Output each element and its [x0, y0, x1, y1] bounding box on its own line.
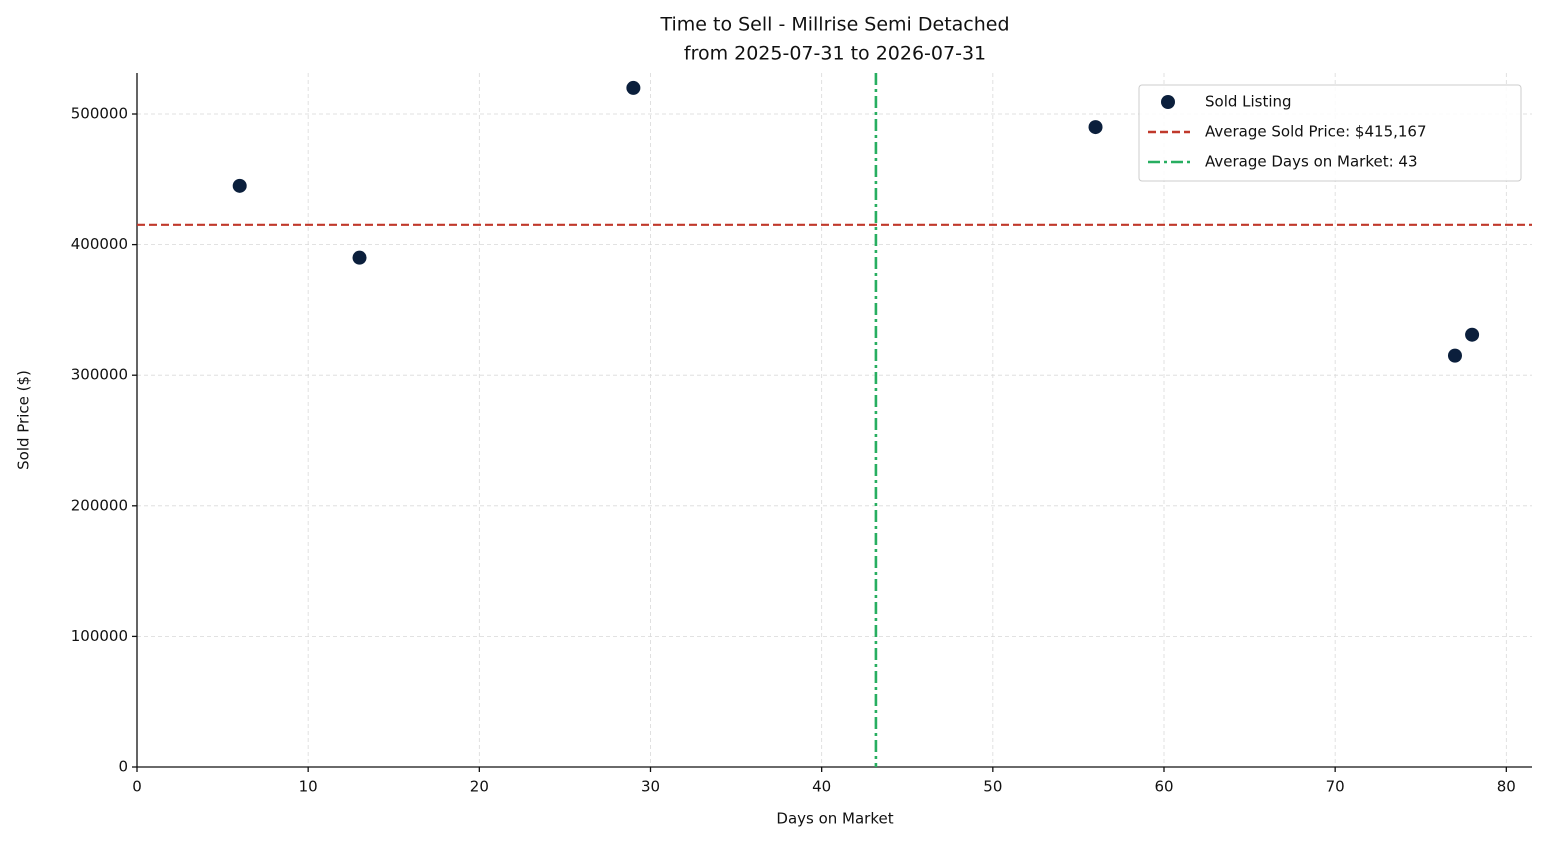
- point: [1088, 120, 1103, 135]
- point: [626, 80, 641, 95]
- y-tick-label: 100000: [71, 627, 128, 645]
- y-tick-label: 300000: [71, 366, 128, 384]
- point: [1447, 348, 1462, 363]
- y-tick-label: 400000: [71, 235, 128, 253]
- chart-subtitle: from 2025-07-31 to 2026-07-31: [684, 43, 986, 65]
- x-tick-label: 80: [1497, 778, 1516, 796]
- y-tick-label: 0: [118, 758, 128, 776]
- y-axis-label: Sold Price ($): [15, 370, 33, 470]
- x-tick-label: 30: [641, 778, 660, 796]
- point: [352, 250, 367, 265]
- legend-label: Sold Listing: [1205, 93, 1292, 111]
- x-tick-label: 0: [132, 778, 142, 796]
- x-tick-label: 40: [812, 778, 831, 796]
- point: [1465, 327, 1480, 342]
- x-tick-label: 70: [1326, 778, 1345, 796]
- legend-label: Average Sold Price: $415,167: [1205, 123, 1427, 141]
- x-axis-label: Days on Market: [776, 810, 893, 828]
- legend-box: [1138, 84, 1522, 182]
- y-tick-label: 200000: [71, 496, 128, 514]
- x-tick-label: 60: [1154, 778, 1173, 796]
- legend-marker: [1161, 95, 1175, 109]
- point: [232, 178, 247, 193]
- x-tick-label: 10: [299, 778, 318, 796]
- legend-label: Average Days on Market: 43: [1205, 153, 1418, 171]
- x-tick-label: 20: [470, 778, 489, 796]
- chart-title: Time to Sell - Millrise Semi Detached: [659, 14, 1009, 36]
- y-tick-label: 500000: [71, 105, 128, 123]
- x-tick-label: 50: [983, 778, 1002, 796]
